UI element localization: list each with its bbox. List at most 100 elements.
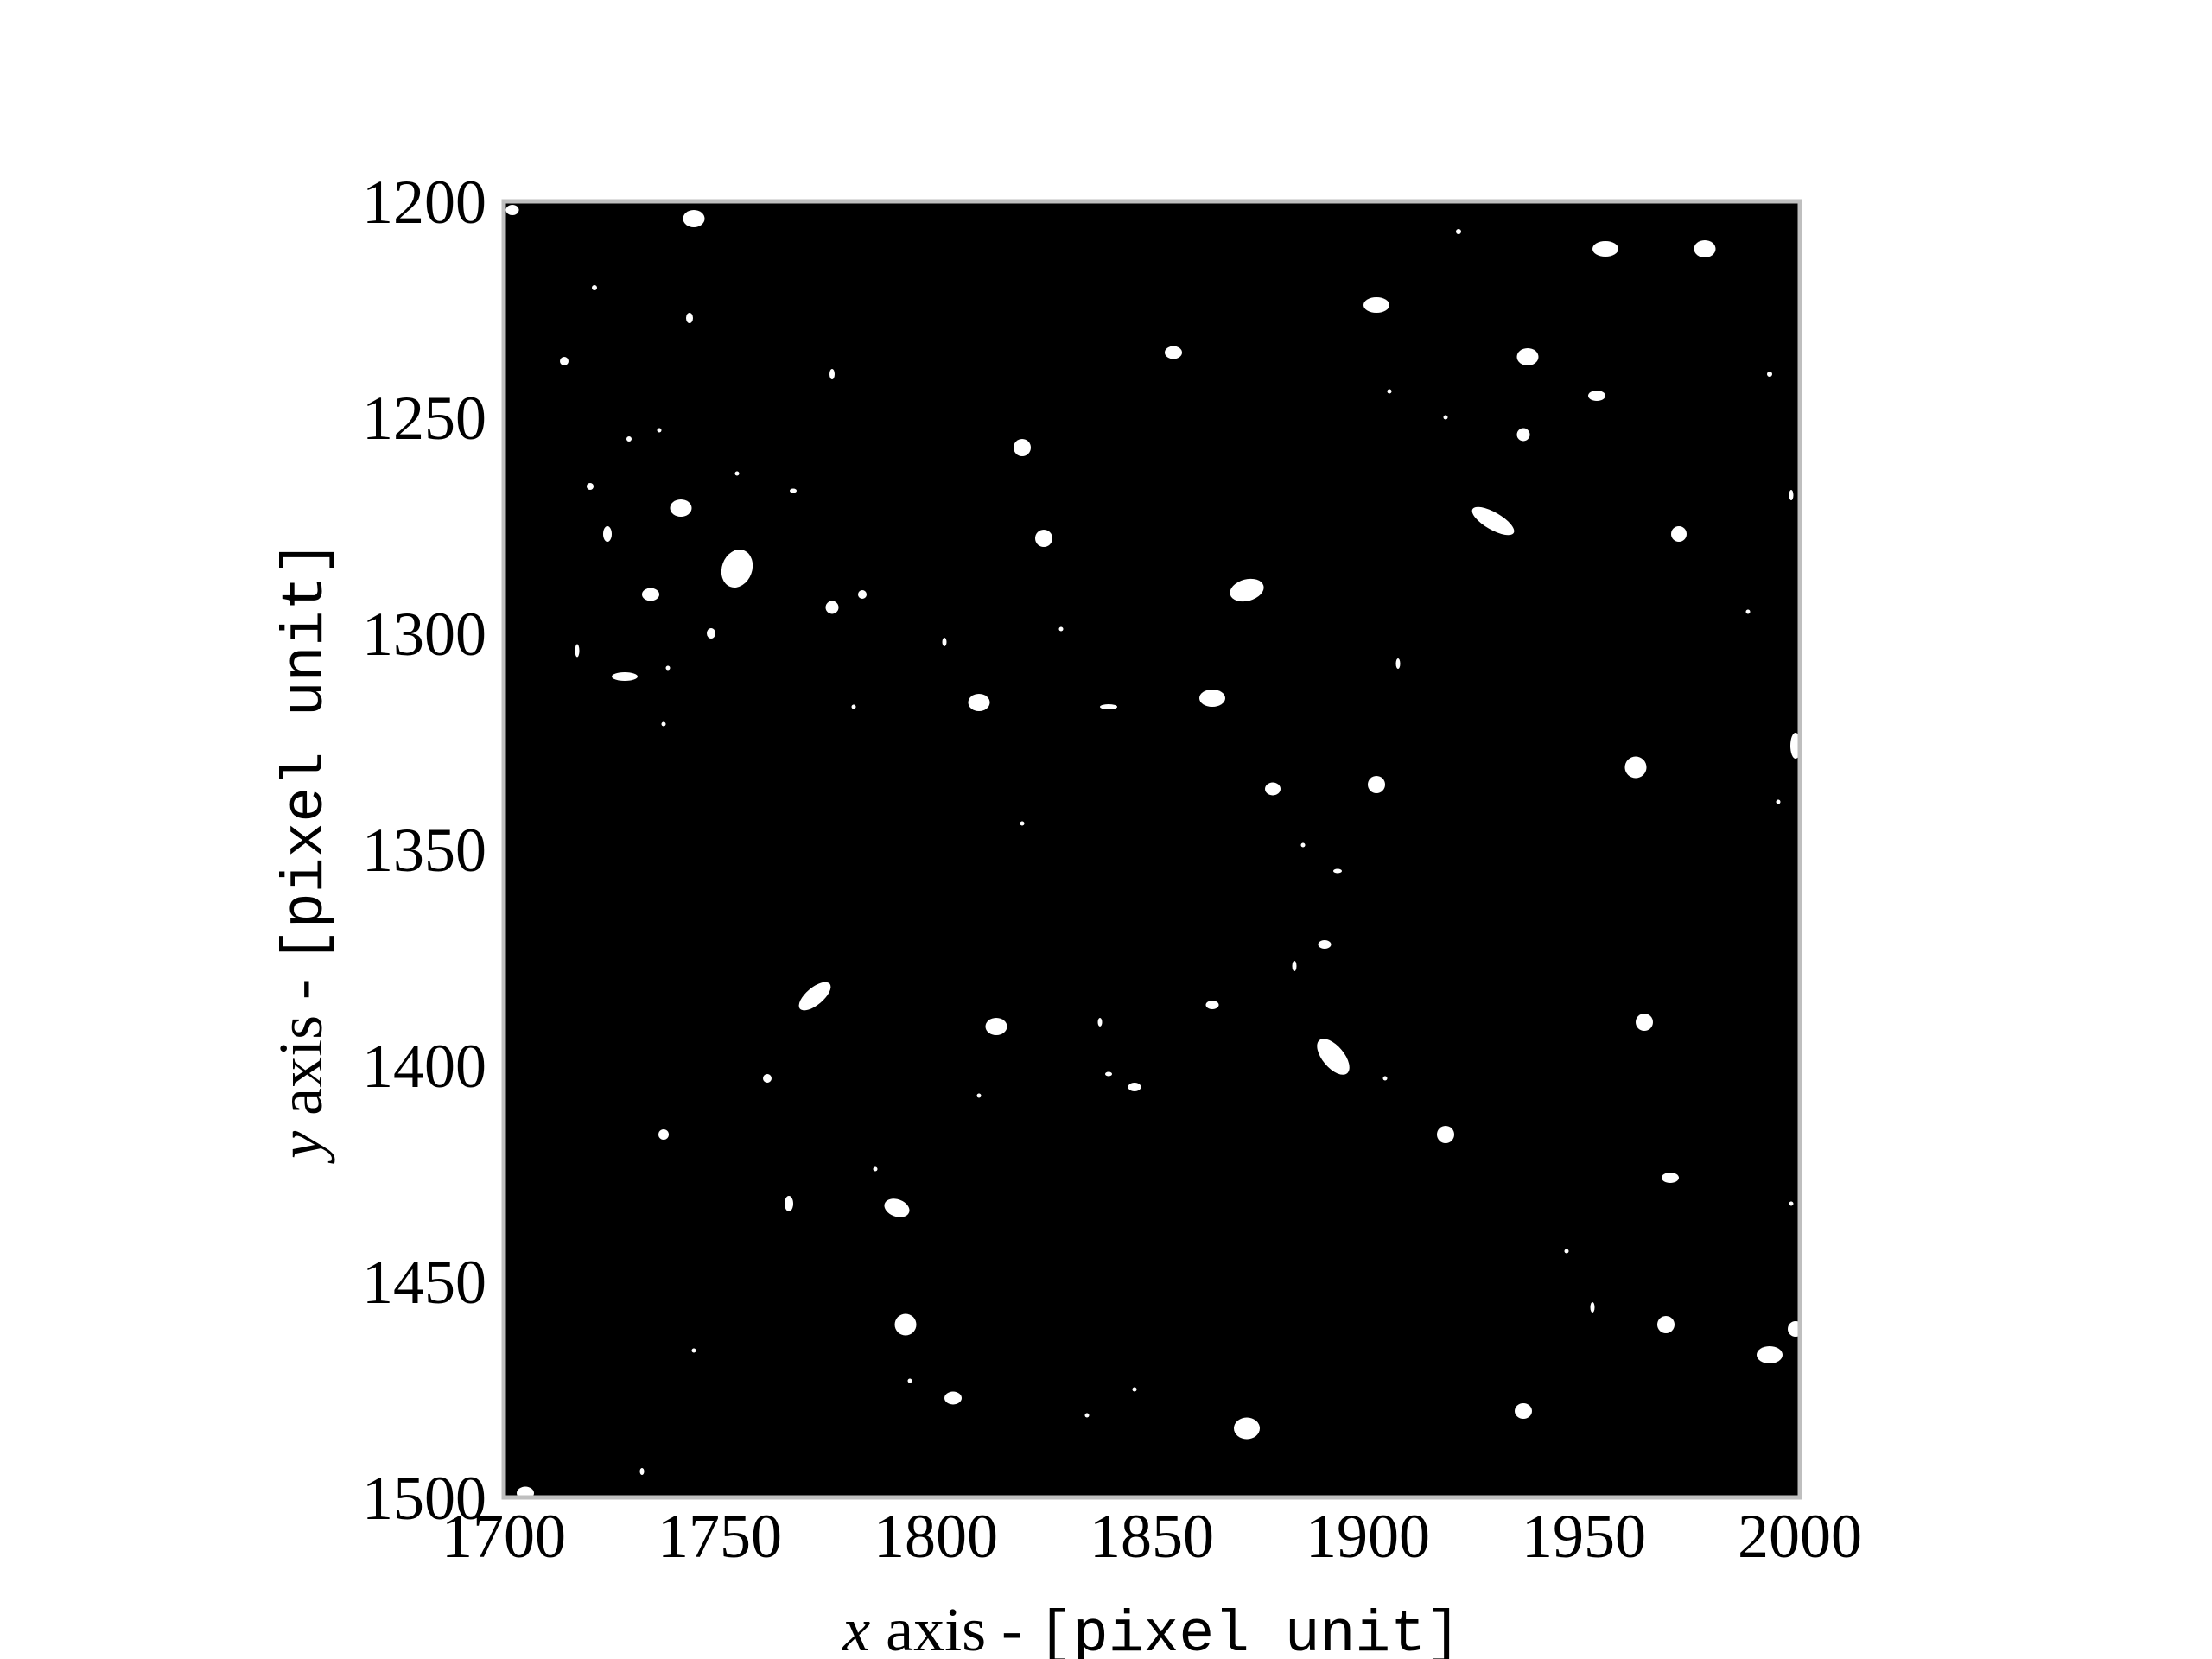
- data-point: [1058, 626, 1064, 632]
- y-axis-label-var: y: [266, 1131, 335, 1165]
- y-axis-label-text: axis -: [266, 963, 335, 1131]
- y-tick-label: 1200: [362, 168, 486, 237]
- data-point: [944, 1391, 962, 1405]
- data-point: [873, 1166, 878, 1172]
- data-point: [1564, 1249, 1569, 1254]
- y-axis-label-unit: [pixel unit]: [273, 540, 340, 963]
- data-point: [683, 210, 705, 227]
- data-point: [505, 205, 519, 215]
- x-tick-label: 1700: [442, 1502, 566, 1571]
- data-point: [1105, 1071, 1112, 1077]
- data-point: [1789, 1201, 1794, 1206]
- y-tick-label: 1400: [362, 1032, 486, 1101]
- x-axis-label: x axis - [pixel unit]: [842, 1595, 1461, 1659]
- data-point: [763, 1074, 772, 1083]
- y-tick-label: 1450: [362, 1248, 486, 1317]
- data-point: [560, 357, 569, 365]
- data-point: [1515, 1403, 1532, 1419]
- data-point: [858, 590, 867, 599]
- data-point: [1318, 940, 1332, 949]
- data-point: [639, 1468, 645, 1475]
- data-point: [1387, 389, 1392, 394]
- x-tick-label: 1750: [658, 1502, 782, 1571]
- data-point: [1636, 1014, 1653, 1031]
- data-point: [1745, 609, 1751, 614]
- data-point: [1662, 1173, 1679, 1183]
- data-point: [734, 471, 740, 476]
- data-point: [661, 721, 666, 727]
- data-point: [626, 436, 632, 442]
- data-point: [790, 488, 797, 493]
- data-point: [1757, 1346, 1783, 1363]
- data-point: [894, 1313, 917, 1336]
- data-point: [721, 550, 753, 588]
- data-point: [1671, 526, 1687, 542]
- data-point: [1516, 348, 1539, 365]
- data-point: [785, 1196, 793, 1211]
- data-point: [1234, 1417, 1260, 1440]
- x-tick-label: 1800: [874, 1502, 998, 1571]
- data-point: [1767, 372, 1772, 377]
- data-point: [1199, 690, 1225, 707]
- data-point: [798, 982, 831, 1011]
- data-point: [670, 499, 692, 517]
- data-point: [1265, 782, 1281, 796]
- data-point: [942, 638, 947, 646]
- y-tick-label: 1350: [362, 816, 486, 885]
- data-point: [642, 588, 659, 601]
- data-point: [1165, 346, 1182, 359]
- data-point: [1097, 1018, 1103, 1027]
- y-tick-label: 1300: [362, 600, 486, 669]
- data-point: [851, 704, 856, 709]
- data-point: [1132, 1387, 1137, 1392]
- x-axis-label-text: axis -: [870, 1595, 1038, 1659]
- x-axis-label-var: x: [842, 1595, 870, 1659]
- data-point: [830, 369, 835, 379]
- data-point: [587, 483, 594, 490]
- data-points: [505, 205, 1803, 1500]
- data-point: [1590, 1302, 1595, 1313]
- x-tick-label: 2000: [1738, 1502, 1862, 1571]
- y-tick-label: 1500: [362, 1464, 486, 1533]
- data-point: [1694, 240, 1716, 257]
- data-point: [1382, 1076, 1388, 1081]
- data-point: [592, 285, 597, 290]
- y-tick-label: 1250: [362, 384, 486, 453]
- data-point: [1516, 428, 1530, 442]
- x-tick-label: 1850: [1090, 1502, 1214, 1571]
- data-point: [1333, 868, 1342, 874]
- data-point: [657, 428, 662, 433]
- data-point: [1300, 842, 1306, 848]
- plot-background: [504, 201, 1800, 1497]
- data-point: [1789, 490, 1794, 500]
- data-point: [1128, 1083, 1141, 1091]
- data-point: [707, 628, 715, 639]
- data-point: [1776, 799, 1781, 804]
- data-point: [603, 526, 612, 542]
- data-point: [575, 644, 580, 658]
- plot-frame: [501, 199, 1802, 1500]
- x-tick-label: 1950: [1522, 1502, 1646, 1571]
- data-point: [1592, 241, 1618, 257]
- data-point: [1014, 439, 1031, 456]
- data-point: [1437, 1126, 1454, 1143]
- data-point: [658, 1129, 669, 1140]
- data-point: [665, 665, 671, 671]
- data-point: [612, 672, 638, 681]
- x-tick-label: 1900: [1306, 1502, 1430, 1571]
- data-point: [1020, 821, 1025, 826]
- data-point: [1035, 530, 1052, 547]
- data-point: [1395, 658, 1401, 669]
- y-axis-label: y axis - [pixel unit]: [266, 540, 340, 1165]
- data-point: [1100, 704, 1117, 709]
- data-point: [1292, 961, 1297, 971]
- data-point: [691, 1348, 696, 1353]
- data-point: [1317, 1039, 1350, 1075]
- data-point: [686, 313, 693, 323]
- data-point: [985, 1018, 1007, 1035]
- data-point: [884, 1198, 910, 1217]
- data-point: [1471, 506, 1515, 536]
- data-point: [1205, 1001, 1219, 1009]
- data-point: [825, 601, 839, 614]
